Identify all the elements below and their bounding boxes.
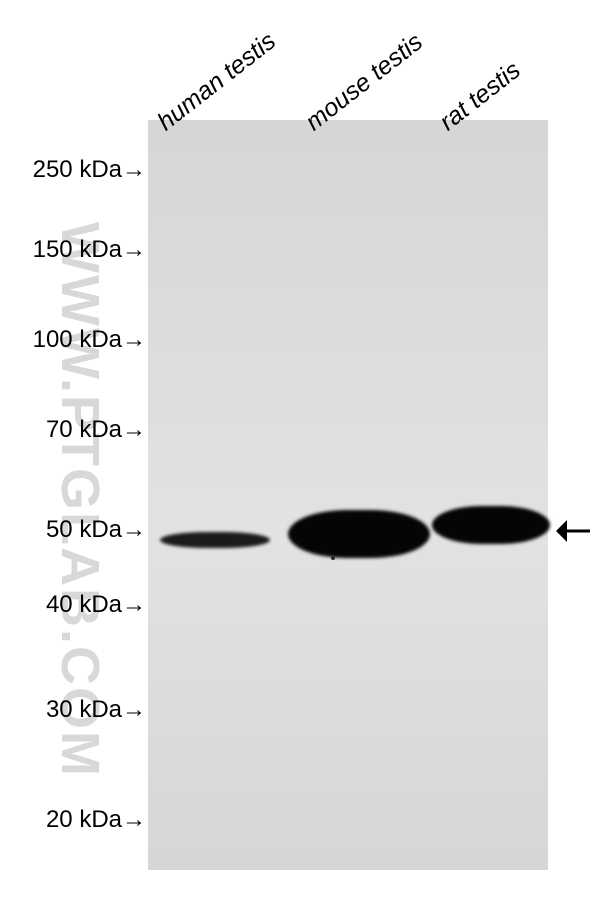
mw-marker-label: 50 kDa→ xyxy=(0,516,146,544)
artifact-dot xyxy=(331,556,335,560)
arrow-left-icon xyxy=(556,520,590,542)
mw-marker-label: 40 kDa→ xyxy=(0,591,146,619)
mw-marker-label: 250 kDa→ xyxy=(0,156,146,184)
mw-marker-label: 20 kDa→ xyxy=(0,806,146,834)
watermark-text: WWW.PTGLAB.COM xyxy=(49,222,111,778)
mw-marker-label: 150 kDa→ xyxy=(0,236,146,264)
protein-band xyxy=(288,510,430,558)
protein-band xyxy=(432,506,550,544)
mw-marker-label: 30 kDa→ xyxy=(0,696,146,724)
blot-membrane xyxy=(148,120,548,870)
figure-container: WWW.PTGLAB.COM human testismouse testisr… xyxy=(0,0,600,903)
mw-marker-label: 70 kDa→ xyxy=(0,416,146,444)
protein-band xyxy=(160,532,270,548)
mw-marker-label: 100 kDa→ xyxy=(0,326,146,354)
band-pointer-arrow xyxy=(556,520,590,542)
